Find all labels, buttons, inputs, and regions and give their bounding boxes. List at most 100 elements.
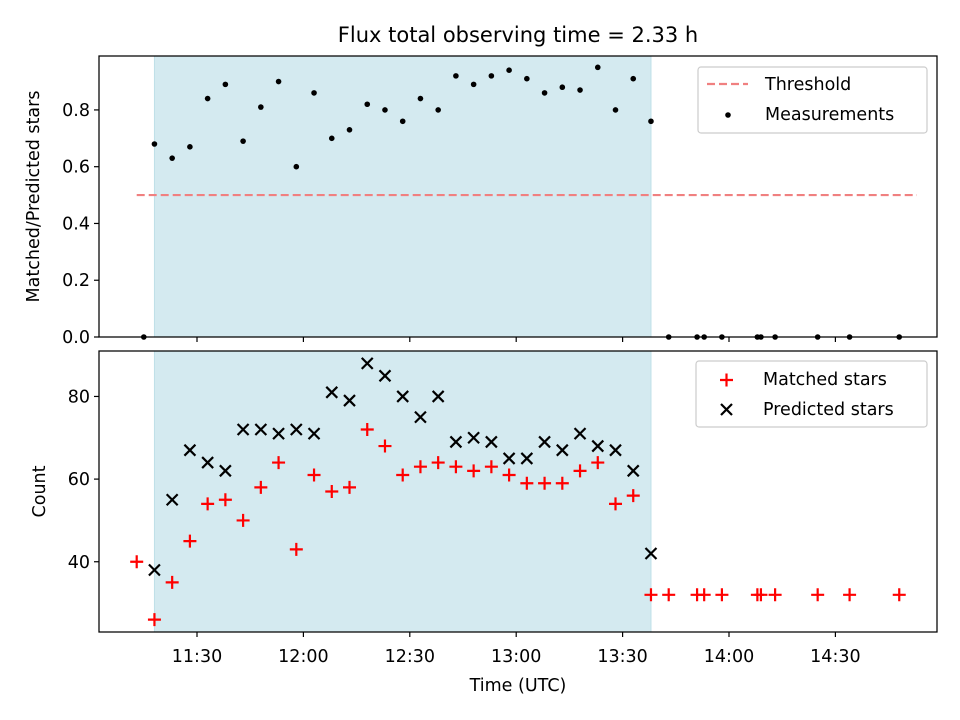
bottom-x-ticks: 11:30 12:00 12:30 13:00 13:30 14:00 14:30 [172, 632, 861, 667]
bottom-y-ticks: 40 60 80 [68, 387, 99, 573]
matched-star-point [449, 460, 463, 474]
matched-star-point [754, 588, 768, 602]
measurement-point [275, 78, 282, 85]
legend-measurements-swatch [725, 112, 731, 118]
matched-star-point [644, 588, 658, 602]
bottom-y-axis-label: Count [30, 465, 50, 517]
legend-threshold-label: Threshold [764, 75, 851, 95]
top-y-axis-label: Matched/Predicted stars [24, 91, 44, 303]
matched-star-point [254, 480, 268, 494]
matched-star-point [697, 588, 711, 602]
matched-star-point [431, 456, 445, 470]
top-y-tick-label: 0.4 [62, 214, 90, 234]
matched-star-point [467, 464, 481, 478]
top-y-ticks: 0.0 0.2 0.4 0.6 0.8 [62, 101, 99, 348]
matched-star-point [843, 588, 857, 602]
measurement-point [577, 87, 583, 93]
predicted-star-point [183, 443, 197, 457]
bottom-legend-box [695, 360, 928, 428]
matched-star-point [289, 542, 303, 556]
measurement-point [417, 95, 424, 102]
x-axis-label: Time (UTC) [469, 676, 567, 696]
matched-star-point [484, 460, 498, 474]
predicted-star-point [520, 452, 534, 465]
measurement-point [169, 155, 175, 161]
bottom-observing-window [153, 350, 652, 633]
matched-star-point [378, 439, 392, 453]
top-panel: 0.00.20.40.60.8 Matched/Predicted stars … [24, 55, 938, 348]
matched-star-point [183, 534, 197, 548]
x-tick-label: 13:00 [491, 647, 541, 667]
x-tick-label: 12:00 [278, 647, 328, 667]
predicted-star-point [538, 435, 551, 449]
predicted-star-point [236, 423, 250, 436]
measurement-point [311, 90, 317, 96]
predicted-star-point [502, 452, 516, 465]
matched-star-point [811, 588, 825, 602]
top-legend-box [697, 66, 928, 134]
predicted-star-point [254, 423, 268, 436]
matched-star-point [413, 460, 427, 474]
matched-star-point [892, 588, 906, 602]
measurement-point [630, 75, 637, 82]
x-tick-label: 13:30 [597, 647, 647, 667]
top-y-tick-label: 0.6 [62, 158, 90, 178]
predicted-star-point [201, 456, 214, 469]
top-y-tick-label: 0.0 [62, 328, 90, 348]
legend-measurements-label: Measurements [765, 105, 894, 125]
predicted-star-point [343, 394, 356, 407]
matched-star-point [573, 464, 587, 478]
matched-star-point [768, 588, 782, 602]
legend-matched-swatch [720, 373, 733, 387]
matched-star-point [520, 476, 534, 490]
matched-star-point [502, 468, 516, 482]
x-tick-label: 11:30 [172, 647, 222, 667]
predicted-star-point [378, 369, 392, 383]
measurement-point [453, 73, 459, 79]
matched-star-point [147, 613, 161, 627]
measurement-point [240, 138, 246, 144]
bottom-panel: 40 60 80 11:30 12:00 12:30 13:00 13:30 14:00 14:… [30, 350, 938, 696]
top-y-tick-label: 0.8 [62, 101, 90, 121]
predicted-star-point [609, 443, 622, 457]
measurement-point [399, 118, 406, 125]
matched-star-point [538, 476, 552, 490]
matched-star-point [555, 476, 569, 490]
measurement-point [151, 141, 158, 147]
predicted-star-point [360, 357, 374, 370]
matched-star-point [609, 497, 623, 511]
matched-star-point [343, 480, 357, 494]
top-y-tick-label: 0.2 [62, 271, 90, 291]
measurement-point [364, 101, 371, 108]
predicted-star-point [290, 423, 303, 436]
predicted-star-point [272, 427, 285, 440]
predicted-star-point [307, 427, 321, 440]
top-legend: Threshold Measurements [697, 66, 928, 134]
matched-star-point [662, 588, 676, 602]
measurement-point [293, 163, 300, 170]
matched-star-point [396, 468, 410, 482]
measurement-point [612, 107, 619, 113]
predicted-star-point [449, 435, 463, 449]
predicted-star-point [467, 431, 480, 445]
bottom-marks [130, 357, 906, 627]
predicted-star-point [396, 390, 409, 403]
measurement-point [258, 104, 264, 110]
chart-title: Flux total observing time = 2.33 h [338, 23, 698, 47]
matched-star-point [325, 485, 339, 498]
predicted-star-point [591, 439, 605, 453]
top-marks [136, 64, 917, 340]
measurement-point [204, 95, 211, 102]
measurement-point [541, 90, 548, 96]
predicted-star-point [414, 410, 427, 424]
measurement-point [470, 81, 477, 88]
predicted-star-point [431, 390, 445, 403]
predicted-star-point [573, 427, 587, 440]
matched-star-point [165, 575, 179, 589]
x-tick-label: 12:30 [385, 647, 435, 667]
matched-star-point [715, 588, 729, 602]
predicted-star-point [148, 563, 161, 577]
matched-star-point [591, 456, 605, 470]
x-tick-label: 14:30 [810, 647, 860, 667]
